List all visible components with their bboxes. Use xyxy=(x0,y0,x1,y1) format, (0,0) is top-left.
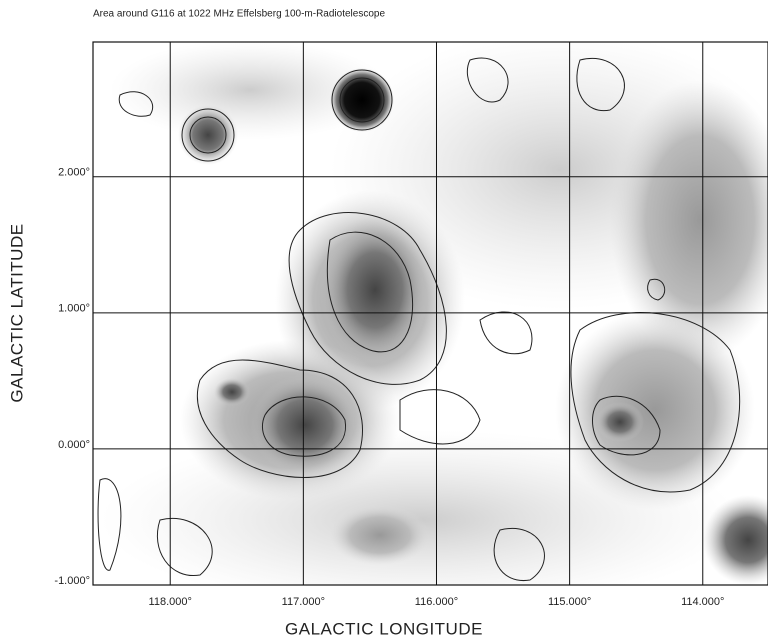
source-region xyxy=(555,310,755,510)
y-tick-label: -1.000° xyxy=(54,575,90,587)
y-tick-label: 2.000° xyxy=(58,167,90,179)
source-region xyxy=(330,505,430,565)
chart: Area around G116 at 1022 MHz Effelsberg … xyxy=(0,0,768,642)
point-source xyxy=(178,105,238,165)
x-tick-label: 118.000° xyxy=(149,596,192,608)
x-tick-label: 114.000° xyxy=(681,596,724,608)
x-tick-label: 116.000° xyxy=(415,596,458,608)
page: {"chart_data": {"type": "map", "title": … xyxy=(0,0,768,642)
source-region xyxy=(214,378,250,406)
y-axis-title: GALACTIC LATITUDE xyxy=(7,223,26,402)
x-tick-label: 117.000° xyxy=(282,596,325,608)
y-tick-label: 0.000° xyxy=(58,439,90,451)
x-tick-label: 115.000° xyxy=(548,596,591,608)
x-axis-title: GALACTIC LONGITUDE xyxy=(285,619,483,638)
source-region xyxy=(596,402,644,442)
emission-map xyxy=(93,30,768,610)
y-tick-label: 1.000° xyxy=(58,303,90,315)
source-region xyxy=(250,375,360,475)
source-region xyxy=(320,215,430,365)
chart-title: Area around G116 at 1022 MHz Effelsberg … xyxy=(93,9,385,20)
